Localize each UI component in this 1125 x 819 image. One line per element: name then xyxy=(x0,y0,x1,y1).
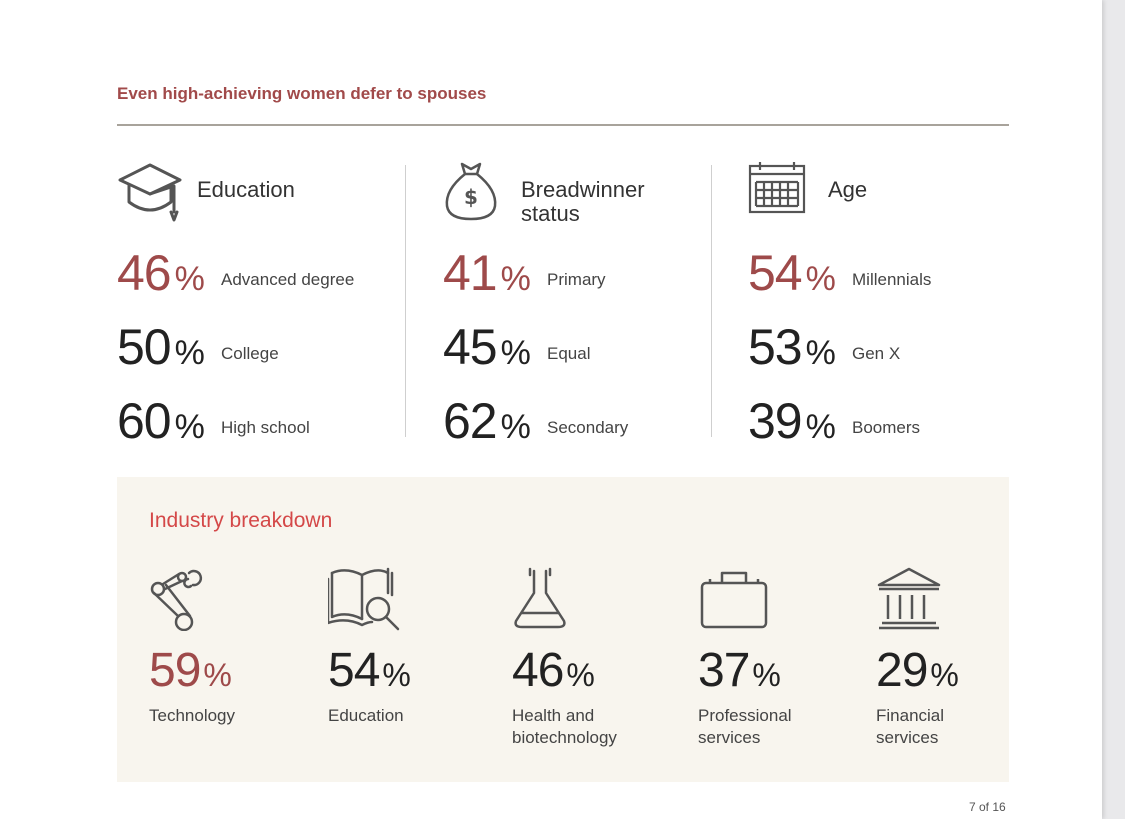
industry-panel: Industry breakdown 59% Technology xyxy=(117,477,1009,782)
graduation-cap-icon xyxy=(118,163,182,222)
flask-icon xyxy=(514,567,566,629)
page-number: 7 of 16 xyxy=(969,800,1006,814)
breadwinner-title: Breadwinner status xyxy=(521,177,645,226)
stat-boomers: 39% Boomers xyxy=(748,393,921,449)
briefcase-icon xyxy=(700,571,768,629)
svg-text:$: $ xyxy=(464,185,478,209)
age-title: Age xyxy=(828,177,868,202)
divider-rule xyxy=(117,124,1009,126)
stat-equal: 45% Equal xyxy=(443,319,591,375)
stat-gen-x: 53% Gen X xyxy=(748,319,901,375)
report-page: Even high-achieving women defer to spous… xyxy=(0,0,1102,819)
stat-advanced-degree: 46% Advanced degree xyxy=(117,245,355,301)
stat-millennials: 54% Millennials xyxy=(748,245,932,301)
stat-college: 50% College xyxy=(117,319,279,375)
robot-arm-icon xyxy=(150,569,203,631)
headline: Even high-achieving women defer to spous… xyxy=(117,84,487,103)
industry-title: Industry breakdown xyxy=(149,509,333,532)
column-divider xyxy=(405,165,406,437)
bank-icon xyxy=(877,567,941,630)
money-bag-icon: $ xyxy=(445,162,497,221)
stat-secondary: 62% Secondary xyxy=(443,393,629,449)
column-divider xyxy=(711,165,712,437)
education-title: Education xyxy=(197,177,295,202)
calendar-icon xyxy=(748,162,806,214)
book-magnifier-icon xyxy=(328,567,400,631)
stat-high-school: 60% High school xyxy=(117,393,310,449)
stat-primary: 41% Primary xyxy=(443,245,606,301)
